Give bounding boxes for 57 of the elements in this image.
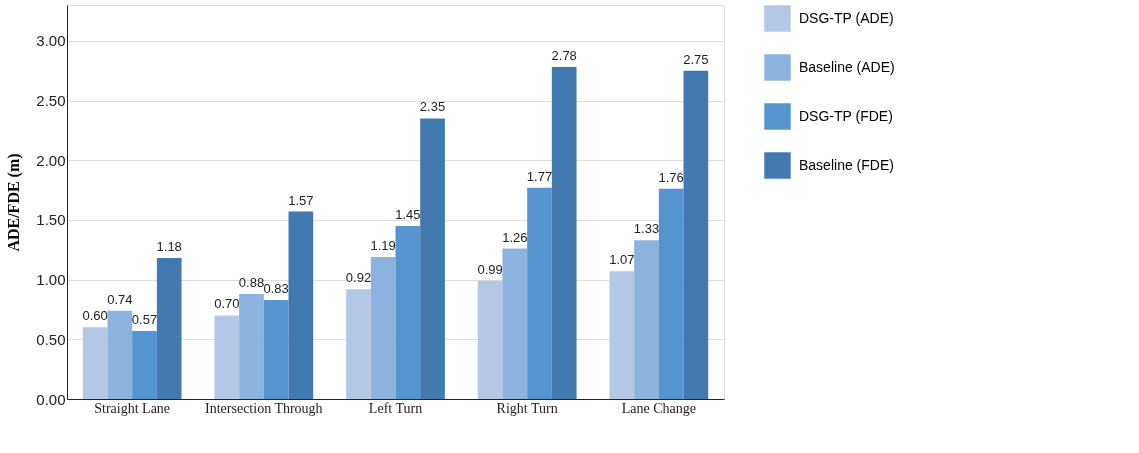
data-label: 1.57 <box>288 192 314 208</box>
x-tick-label: Left Turn <box>368 400 423 416</box>
bar <box>609 271 635 399</box>
bar <box>477 280 503 399</box>
bar <box>346 289 371 399</box>
bar <box>370 256 396 399</box>
bar <box>502 248 528 399</box>
bar <box>132 330 157 399</box>
data-label: 2.75 <box>683 51 709 67</box>
bar <box>288 211 314 399</box>
data-label: 2.78 <box>551 48 577 64</box>
bar <box>551 67 577 399</box>
legend-label: Baseline (FDE) <box>799 156 894 173</box>
x-tick-label: Lane Change <box>621 400 696 416</box>
bar <box>395 225 421 399</box>
data-label: 1.33 <box>633 221 660 237</box>
bar <box>527 187 552 399</box>
bar <box>683 70 709 399</box>
data-label: 1.07 <box>609 252 635 268</box>
y-tick-label: 2.00 <box>36 151 66 169</box>
data-label: 1.26 <box>502 229 528 245</box>
bar <box>658 188 684 399</box>
y-tick-label: 1.00 <box>36 271 66 289</box>
data-label: 0.83 <box>263 280 289 296</box>
bar <box>107 310 133 399</box>
data-label: 0.57 <box>131 311 158 327</box>
bar <box>239 293 264 399</box>
legend-label: Baseline (ADE) <box>799 58 895 75</box>
bar <box>634 240 659 399</box>
x-tick-label: Intersection Through <box>205 400 323 416</box>
y-tick-label: 0.50 <box>36 330 66 348</box>
data-label: 1.45 <box>395 206 421 222</box>
bar <box>82 327 108 399</box>
data-label: 0.70 <box>214 296 240 312</box>
data-label: 1.18 <box>156 239 182 255</box>
data-label: 0.92 <box>345 270 372 286</box>
bar <box>420 118 445 399</box>
x-tick-label: Straight Lane <box>94 400 171 416</box>
y-tick-label: 3.00 <box>36 32 66 50</box>
data-label: 0.99 <box>477 261 503 277</box>
y-tick-label: 0.00 <box>36 390 66 408</box>
x-tick-label: Right Turn <box>496 400 558 416</box>
data-label: 1.19 <box>370 237 396 253</box>
legend-label: DSG-TP (FDE) <box>799 107 893 124</box>
bar <box>156 258 182 399</box>
data-label: 1.76 <box>658 169 684 185</box>
data-label: 0.88 <box>238 274 265 290</box>
data-label: 1.77 <box>526 168 553 184</box>
y-axis-title: ADE/FDE (m) <box>5 153 24 252</box>
bar <box>214 315 240 399</box>
data-label: 0.60 <box>82 308 108 324</box>
data-label: 0.74 <box>107 291 133 307</box>
bar <box>263 299 289 399</box>
data-label: 2.35 <box>419 99 446 115</box>
y-tick-label: 1.50 <box>36 211 66 229</box>
legend-label: DSG-TP (ADE) <box>799 9 894 26</box>
y-tick-label: 2.50 <box>36 92 66 110</box>
